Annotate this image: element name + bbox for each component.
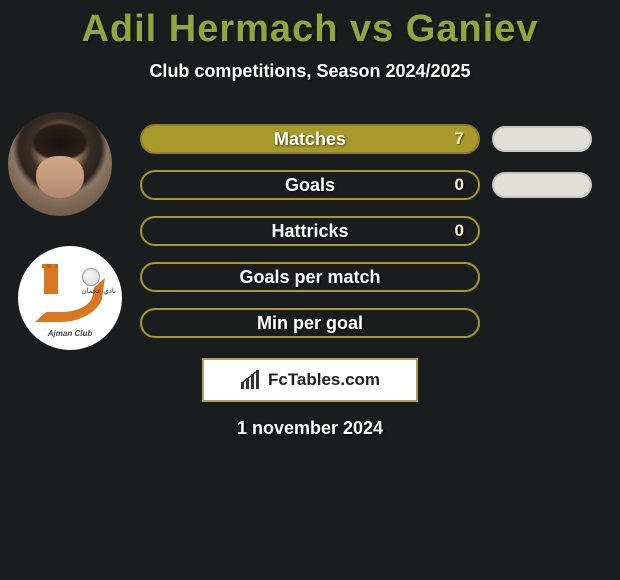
stat-value-left: 7 [455,129,464,149]
stat-label: Hattricks [271,221,348,242]
stat-row: Goals per match [0,254,620,300]
stat-label: Min per goal [257,313,363,334]
stat-value-left: 0 [455,175,464,195]
stat-label: Goals [285,175,335,196]
stat-label: Matches [274,129,346,150]
stat-label: Goals per match [239,267,380,288]
comparison-card: Adil Hermach vs Ganiev Club competitions… [0,0,620,439]
source-badge[interactable]: FcTables.com [202,358,418,402]
stat-rows: Matches 7 Goals 0 Hattricks 0 Goals per match M… [0,112,620,346]
stat-bar-left: Min per goal [140,308,480,338]
stat-bar-left: Goals per match [140,262,480,292]
chart-icon [240,370,262,390]
stat-row: Min per goal [0,300,620,346]
page-title: Adil Hermach vs Ganiev [0,8,620,51]
stat-row: Goals 0 [0,162,620,208]
source-brand-text: FcTables.com [268,370,380,390]
stat-bar-right [492,172,592,198]
stat-bar-right [492,126,592,152]
stat-bar-left: Hattricks 0 [140,216,480,246]
subtitle: Club competitions, Season 2024/2025 [0,61,620,82]
content-area: نادي عجمان Ajman Club Matches7Goals0Hatt… [0,112,620,346]
stat-bar-left: Matches 7 [140,124,480,154]
stat-row: Matches 7 [0,116,620,162]
stat-row: Hattricks 0 [0,208,620,254]
footer-date: 1 november 2024 [0,418,620,439]
stat-value-left: 0 [455,221,464,241]
stat-bar-left: Goals 0 [140,170,480,200]
